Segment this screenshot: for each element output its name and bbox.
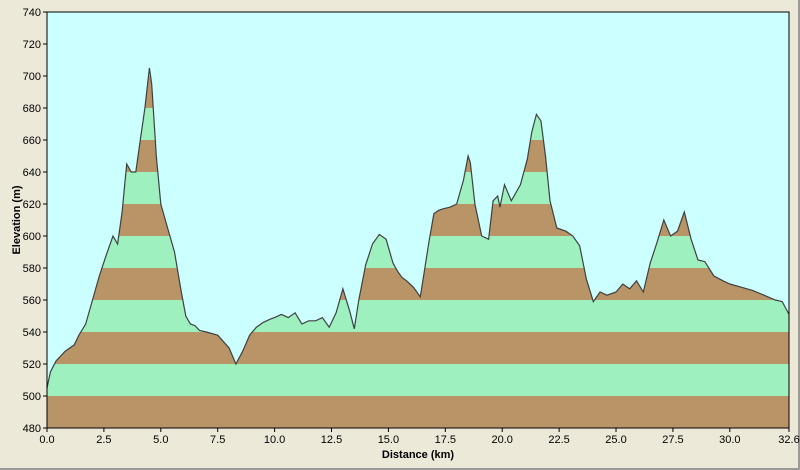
x-tick-label: 12.5 bbox=[321, 434, 342, 446]
elevation-profile-line bbox=[46, 67, 790, 389]
y-tick-label: 600 bbox=[23, 231, 41, 243]
y-tick-label: 720 bbox=[23, 39, 41, 51]
y-tick-label: 500 bbox=[23, 391, 41, 403]
y-tick-label: 480 bbox=[23, 423, 41, 435]
x-tick-label: 25.0 bbox=[605, 434, 626, 446]
y-tick-label: 560 bbox=[23, 295, 41, 307]
x-tick-label: 0.0 bbox=[39, 434, 54, 446]
y-tick-label: 580 bbox=[23, 263, 41, 275]
x-tick-label: 22.5 bbox=[548, 434, 569, 446]
y-tick-label: 620 bbox=[23, 199, 41, 211]
x-tick-label: 20.0 bbox=[492, 434, 513, 446]
y-tick-label: 520 bbox=[23, 359, 41, 371]
elevation-band bbox=[47, 396, 789, 428]
y-tick-label: 540 bbox=[23, 327, 41, 339]
x-axis-title: Distance (km) bbox=[382, 449, 454, 461]
x-tick-label: 2.5 bbox=[96, 434, 111, 446]
x-tick-label: 27.5 bbox=[662, 434, 683, 446]
x-tick-label: 32.6 bbox=[778, 434, 799, 446]
y-tick-label: 660 bbox=[23, 135, 41, 147]
plot-border bbox=[46, 11, 790, 429]
y-axis-title: Elevation (m) bbox=[11, 185, 23, 254]
x-axis-ticks: 0.0 2.5 5.0 7.5 10.0 12.5 15.0 17.5 20.0 22.5 25.0… bbox=[39, 428, 800, 446]
x-tick-label: 5.0 bbox=[153, 434, 168, 446]
x-tick-label: 17.5 bbox=[435, 434, 456, 446]
y-tick-label: 640 bbox=[23, 167, 41, 179]
elevation-band bbox=[47, 364, 789, 396]
y-tick-label: 740 bbox=[23, 7, 41, 19]
x-tick-label: 7.5 bbox=[210, 434, 225, 446]
y-axis-ticks: 480 500 520 540 560 580 600 620 640 660 680 700 720 7… bbox=[23, 7, 47, 435]
elevation-band bbox=[47, 332, 789, 364]
x-tick-label: 10.0 bbox=[264, 434, 285, 446]
x-tick-label: 15.0 bbox=[378, 434, 399, 446]
y-tick-label: 700 bbox=[23, 71, 41, 83]
y-tick-label: 680 bbox=[23, 103, 41, 115]
elevation-band bbox=[47, 300, 789, 332]
x-tick-label: 30.0 bbox=[719, 434, 740, 446]
